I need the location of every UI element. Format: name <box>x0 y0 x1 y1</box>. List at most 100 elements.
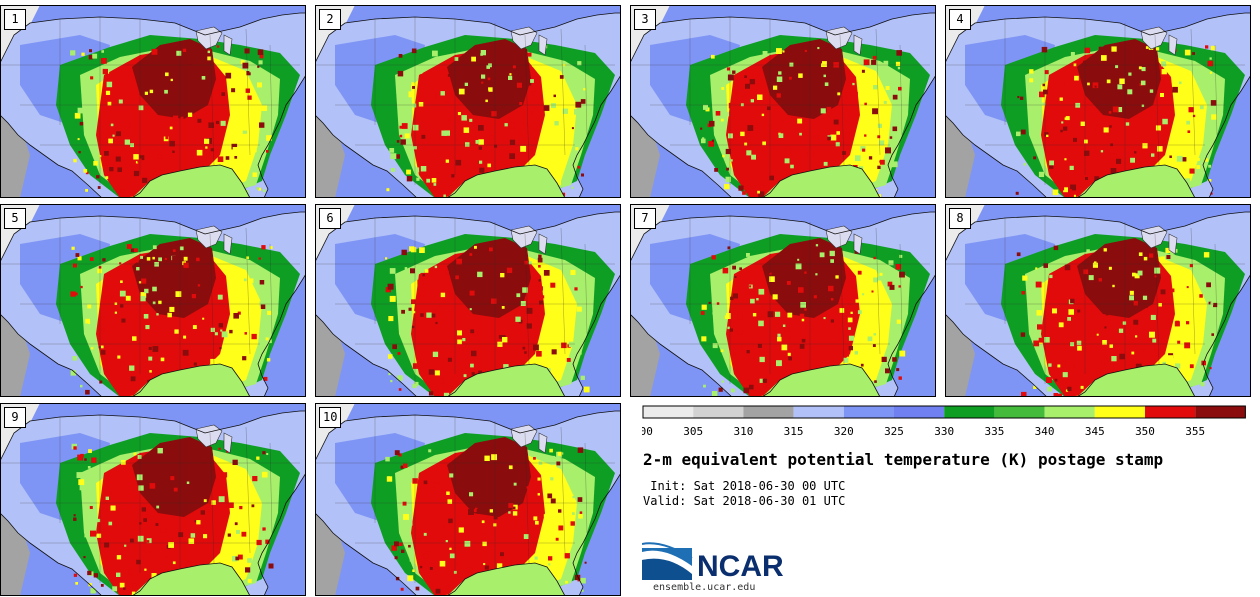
field-speckle <box>88 55 94 60</box>
field-speckle <box>1060 129 1063 133</box>
field-speckle <box>80 384 83 388</box>
field-speckle <box>531 470 534 473</box>
field-speckle <box>877 123 882 128</box>
field-speckle <box>1154 275 1157 278</box>
field-speckle <box>857 270 862 275</box>
field-speckle <box>429 567 433 570</box>
colorbar-swatch <box>1195 406 1246 418</box>
member-number-label: 1 <box>4 9 26 30</box>
field-speckle <box>740 103 744 107</box>
field-speckle <box>1029 69 1034 74</box>
field-speckle <box>399 542 403 546</box>
field-speckle <box>256 539 262 546</box>
field-speckle <box>759 378 764 383</box>
field-speckle <box>820 68 826 74</box>
field-speckle <box>1138 252 1143 256</box>
field-speckle <box>175 475 181 481</box>
field-speckle <box>140 550 146 557</box>
field-speckle <box>415 268 421 275</box>
field-speckle <box>447 74 451 77</box>
field-speckle <box>422 273 425 277</box>
field-speckle <box>550 498 556 504</box>
field-speckle <box>398 54 403 58</box>
field-speckle <box>261 105 268 111</box>
field-speckle <box>469 118 473 122</box>
field-speckle <box>1149 89 1154 93</box>
field-speckle <box>443 194 446 197</box>
field-speckle <box>1149 253 1154 258</box>
field-speckle <box>1077 345 1082 351</box>
field-speckle <box>489 247 493 252</box>
field-speckle <box>172 115 179 121</box>
field-speckle <box>221 331 228 338</box>
field-speckle <box>800 302 806 308</box>
logo-wordmark: NCAR <box>697 550 784 583</box>
field-speckle <box>801 318 805 322</box>
field-speckle <box>149 370 152 373</box>
field-speckle <box>486 65 490 69</box>
field-speckle <box>116 555 122 560</box>
field-speckle <box>813 295 817 299</box>
field-speckle <box>1187 130 1191 133</box>
field-speckle <box>100 345 104 349</box>
field-speckle <box>815 244 819 247</box>
field-speckle <box>248 540 252 544</box>
field-speckle <box>1023 163 1027 166</box>
field-speckle <box>564 553 570 559</box>
field-speckle <box>266 358 271 362</box>
field-speckle <box>1108 111 1112 114</box>
field-speckle <box>526 323 532 329</box>
field-speckle <box>581 173 584 177</box>
field-speckle <box>419 565 423 569</box>
field-speckle <box>134 248 138 253</box>
field-speckle <box>702 137 705 140</box>
field-speckle <box>1131 351 1135 355</box>
coastline <box>0 12 306 198</box>
field-speckle <box>733 352 736 356</box>
field-speckle <box>445 270 449 275</box>
field-speckle <box>73 158 77 163</box>
field-speckle <box>817 59 822 64</box>
field-speckle <box>1184 49 1191 56</box>
field-speckle <box>484 455 490 461</box>
field-speckle <box>1199 294 1203 298</box>
field-speckle <box>545 291 549 295</box>
field-speckle <box>575 101 582 108</box>
field-speckle <box>483 90 489 96</box>
field-speckle <box>776 48 782 54</box>
field-speckle <box>1192 114 1196 118</box>
field-speckle <box>176 50 182 56</box>
field-speckle <box>169 489 172 492</box>
field-speckle <box>434 370 440 376</box>
field-speckle <box>1127 89 1133 95</box>
field-speckle <box>892 357 897 362</box>
field-speckle <box>492 78 496 81</box>
state-border <box>560 28 566 156</box>
field-speckle <box>724 313 731 319</box>
field-speckle <box>225 72 232 79</box>
field-speckle <box>496 563 503 569</box>
field-speckle <box>487 163 491 168</box>
field-speckle <box>210 358 217 365</box>
state-border <box>839 34 845 166</box>
field-speckle <box>79 485 85 491</box>
field-speckle <box>1209 57 1212 60</box>
field-speckle <box>77 256 82 261</box>
field-speckle <box>789 337 794 342</box>
panel-frame <box>0 204 306 397</box>
field-speckle <box>712 96 719 103</box>
field-speckle <box>1088 275 1094 281</box>
field-speckle <box>1112 295 1117 300</box>
panel-frame <box>630 5 936 198</box>
field-speckle <box>406 169 411 175</box>
field-speckle <box>174 329 179 334</box>
field-speckle <box>104 542 110 548</box>
field-speckle <box>229 329 233 334</box>
field-speckle <box>524 260 529 265</box>
field-speckle <box>1170 288 1175 293</box>
field-speckle <box>524 351 527 354</box>
field-speckle <box>1064 158 1067 161</box>
field-speckle <box>83 556 86 559</box>
field-speckle <box>260 304 266 309</box>
field-speckle <box>515 316 521 322</box>
